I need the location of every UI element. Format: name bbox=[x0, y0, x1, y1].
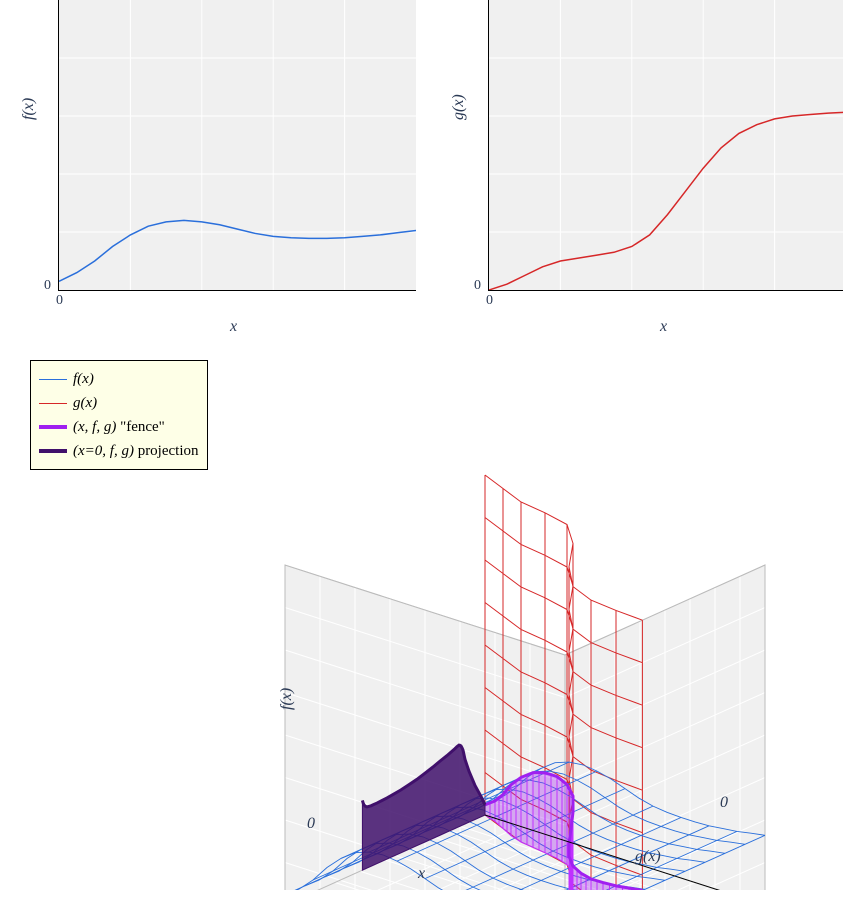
xlabel-g: x bbox=[660, 318, 667, 336]
legend: f(x) g(x) (x, f, g) "fence" (x=0, f, g) pro… bbox=[30, 360, 208, 470]
ylabel-f: f(x) bbox=[20, 98, 38, 120]
xtick0-f: 0 bbox=[56, 293, 63, 309]
plot-area-f bbox=[58, 0, 416, 291]
plot-area-g bbox=[488, 0, 843, 291]
legend-swatch bbox=[39, 379, 67, 380]
legend-swatch bbox=[39, 449, 67, 453]
legend-row: g(x) bbox=[39, 391, 199, 415]
legend-label: g(x) bbox=[73, 395, 97, 412]
plot-svg-f bbox=[59, 0, 416, 290]
legend-label: (x=0, f, g) projection bbox=[73, 443, 199, 460]
plot-svg-g bbox=[489, 0, 843, 290]
ytick0-f: 0 bbox=[44, 278, 51, 294]
legend-row: (x, f, g) "fence" bbox=[39, 415, 199, 439]
top-left-panel: f(x) 0 0 x bbox=[30, 0, 425, 340]
legend-label: f(x) bbox=[73, 371, 94, 388]
bottom-3d-panel: f(x) x g(x) 0 0 bbox=[230, 420, 770, 890]
ytick0-g: 0 bbox=[474, 278, 481, 294]
legend-row: (x=0, f, g) projection bbox=[39, 439, 199, 463]
xtick0-3d: 0 bbox=[307, 815, 315, 833]
zlabel-3d: f(x) bbox=[278, 688, 296, 710]
legend-swatch bbox=[39, 425, 67, 429]
xtick0-g: 0 bbox=[486, 293, 493, 309]
ytick0-3d: 0 bbox=[720, 794, 728, 812]
legend-row: f(x) bbox=[39, 367, 199, 391]
legend-swatch bbox=[39, 403, 67, 404]
ylabel-g: g(x) bbox=[450, 94, 468, 120]
legend-label: (x, f, g) "fence" bbox=[73, 419, 165, 436]
xlabel-f: x bbox=[230, 318, 237, 336]
xlabel-3d: x bbox=[418, 865, 425, 883]
top-right-panel: g(x) 0 0 x bbox=[460, 0, 843, 340]
ylabel-3d: g(x) bbox=[635, 848, 661, 866]
